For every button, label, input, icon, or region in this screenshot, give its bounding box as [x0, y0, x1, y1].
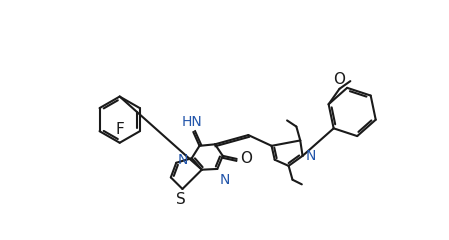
Text: N: N — [306, 149, 316, 163]
Text: N: N — [220, 173, 230, 187]
Text: F: F — [115, 122, 124, 137]
Text: O: O — [240, 151, 252, 166]
Text: O: O — [334, 72, 345, 86]
Text: S: S — [176, 192, 186, 207]
Text: HN: HN — [181, 115, 202, 129]
Text: N: N — [177, 153, 188, 167]
